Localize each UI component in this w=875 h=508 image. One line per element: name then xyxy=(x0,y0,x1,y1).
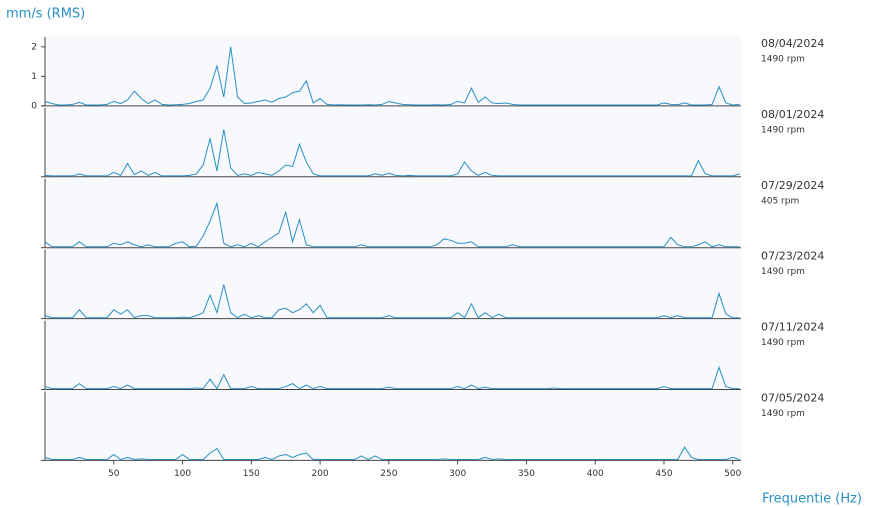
series-rpm: 1490 rpm xyxy=(761,409,805,419)
x-tick-label: 300 xyxy=(449,469,466,479)
series-date: 07/29/2024 xyxy=(761,179,824,192)
x-tick-label: 400 xyxy=(587,469,604,479)
y-tick-label: 0 xyxy=(31,101,37,111)
y-tick-label: 1 xyxy=(31,72,37,82)
x-tick-label: 500 xyxy=(724,469,741,479)
series-rpm: 1490 rpm xyxy=(761,267,805,277)
spectrum-line xyxy=(44,46,740,106)
spectrum-line xyxy=(44,446,740,461)
x-tick-label: 100 xyxy=(174,469,191,479)
spectrum-line xyxy=(44,365,740,390)
x-tick-label: 150 xyxy=(243,469,260,479)
series-rpm: 405 rpm xyxy=(761,196,799,206)
y-tick-label: 2 xyxy=(31,42,37,52)
x-tick-label: 200 xyxy=(312,469,329,479)
y-axis-label: mm/s (RMS) xyxy=(6,7,85,22)
series-date: 07/23/2024 xyxy=(761,250,824,263)
series-rpm: 1490 rpm xyxy=(761,55,805,65)
x-axis-label: Frequentie (Hz) xyxy=(762,492,862,507)
x-tick-label: 250 xyxy=(380,469,397,479)
x-tick-label: 50 xyxy=(108,469,120,479)
series-rpm: 1490 rpm xyxy=(761,338,805,348)
x-tick-label: 350 xyxy=(518,469,535,479)
spectrum-line xyxy=(44,129,740,177)
series-date: 07/11/2024 xyxy=(761,321,824,334)
spectrum-line xyxy=(44,284,740,319)
spectrum-line xyxy=(44,201,740,248)
series-rpm: 1490 rpm xyxy=(761,125,805,135)
x-tick-label: 450 xyxy=(655,469,672,479)
series-date: 08/04/2024 xyxy=(761,37,824,50)
series-date: 08/01/2024 xyxy=(761,108,824,121)
series-date: 07/05/2024 xyxy=(761,392,824,405)
